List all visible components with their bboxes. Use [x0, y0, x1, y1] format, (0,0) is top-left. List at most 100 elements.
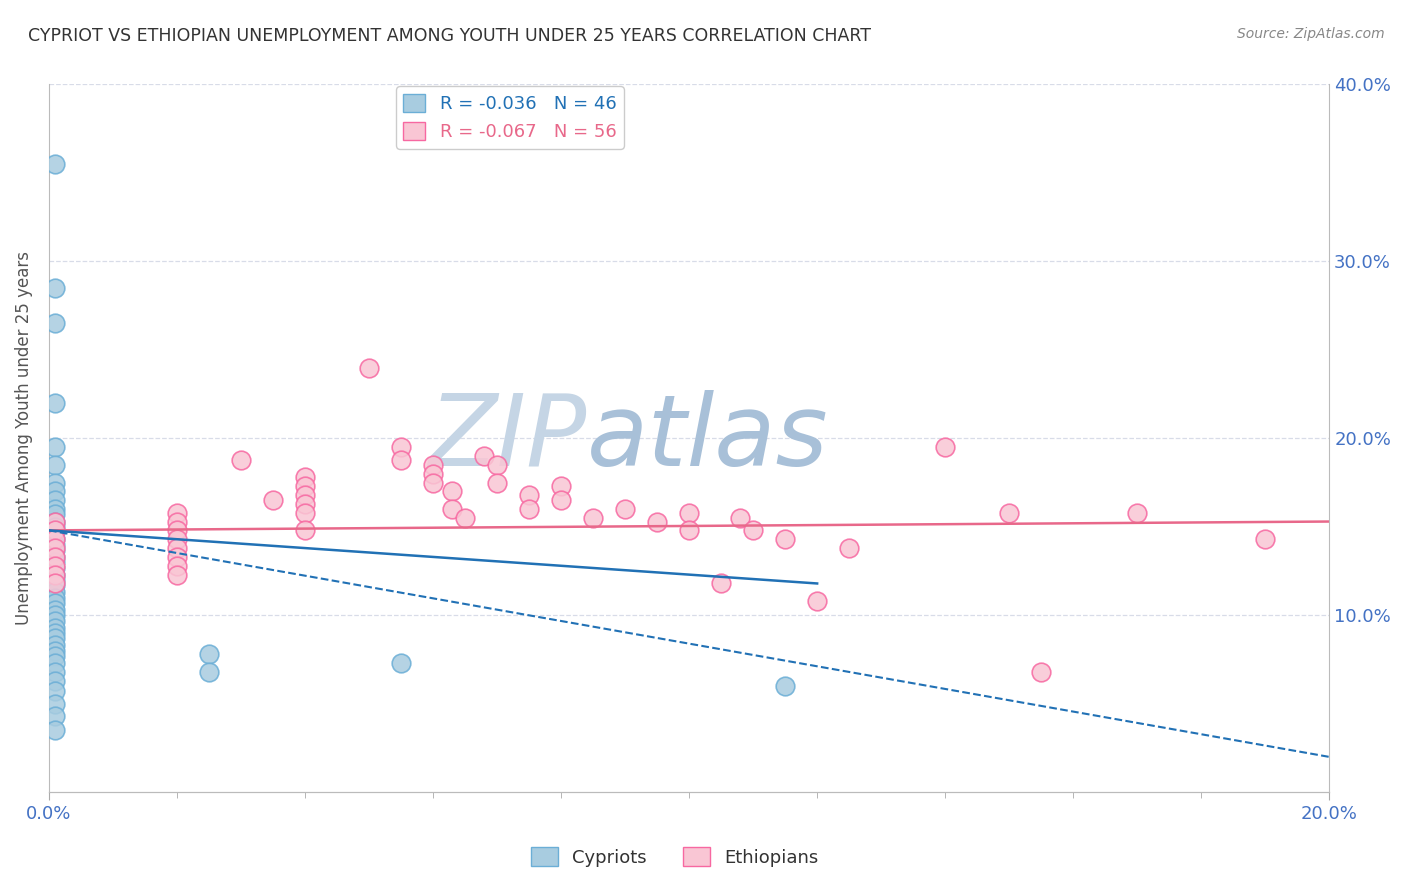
- Point: [44, 515, 66, 529]
- Point: [357, 360, 380, 375]
- Point: [294, 506, 316, 520]
- Point: [441, 502, 464, 516]
- Point: [730, 511, 752, 525]
- Point: [166, 533, 188, 547]
- Point: [550, 493, 572, 508]
- Point: [166, 515, 188, 529]
- Point: [198, 665, 221, 679]
- Point: [44, 576, 66, 591]
- Point: [44, 665, 66, 679]
- Point: [166, 541, 188, 555]
- Point: [742, 524, 765, 538]
- Point: [44, 281, 66, 295]
- Point: [550, 479, 572, 493]
- Point: [422, 458, 444, 472]
- Point: [294, 497, 316, 511]
- Point: [710, 576, 733, 591]
- Point: [44, 458, 66, 472]
- Point: [517, 488, 540, 502]
- Point: [517, 502, 540, 516]
- Point: [422, 475, 444, 490]
- Point: [44, 684, 66, 698]
- Point: [44, 475, 66, 490]
- Point: [44, 157, 66, 171]
- Point: [44, 723, 66, 738]
- Point: [44, 515, 66, 529]
- Point: [44, 591, 66, 605]
- Point: [582, 511, 605, 525]
- Point: [44, 508, 66, 522]
- Point: [44, 533, 66, 547]
- Point: [678, 524, 700, 538]
- Point: [44, 558, 66, 573]
- Point: [44, 537, 66, 551]
- Text: CYPRIOT VS ETHIOPIAN UNEMPLOYMENT AMONG YOUTH UNDER 25 YEARS CORRELATION CHART: CYPRIOT VS ETHIOPIAN UNEMPLOYMENT AMONG …: [28, 27, 872, 45]
- Point: [44, 533, 66, 547]
- Point: [44, 440, 66, 454]
- Point: [44, 560, 66, 574]
- Point: [44, 614, 66, 628]
- Point: [44, 525, 66, 540]
- Point: [44, 567, 66, 582]
- Point: [44, 396, 66, 410]
- Point: [198, 647, 221, 661]
- Point: [389, 452, 412, 467]
- Point: [229, 452, 252, 467]
- Point: [1126, 506, 1149, 520]
- Point: [44, 626, 66, 640]
- Point: [166, 558, 188, 573]
- Point: [44, 608, 66, 623]
- Point: [614, 502, 637, 516]
- Point: [389, 440, 412, 454]
- Point: [838, 541, 860, 555]
- Point: [472, 449, 495, 463]
- Point: [454, 511, 477, 525]
- Point: [44, 709, 66, 723]
- Point: [773, 679, 796, 693]
- Point: [44, 621, 66, 635]
- Y-axis label: Unemployment Among Youth under 25 years: Unemployment Among Youth under 25 years: [15, 252, 32, 625]
- Point: [44, 493, 66, 508]
- Point: [44, 632, 66, 646]
- Text: ZIP: ZIP: [429, 390, 586, 487]
- Point: [294, 479, 316, 493]
- Point: [294, 524, 316, 538]
- Point: [486, 475, 509, 490]
- Point: [44, 697, 66, 711]
- Point: [44, 644, 66, 658]
- Point: [806, 594, 828, 608]
- Point: [44, 648, 66, 663]
- Point: [486, 458, 509, 472]
- Point: [44, 585, 66, 599]
- Point: [44, 555, 66, 569]
- Point: [44, 549, 66, 564]
- Point: [44, 542, 66, 557]
- Point: [166, 549, 188, 564]
- Point: [166, 524, 188, 538]
- Legend: R = -0.036   N = 46, R = -0.067   N = 56: R = -0.036 N = 46, R = -0.067 N = 56: [396, 87, 623, 149]
- Text: Source: ZipAtlas.com: Source: ZipAtlas.com: [1237, 27, 1385, 41]
- Text: atlas: atlas: [586, 390, 828, 487]
- Point: [44, 639, 66, 653]
- Point: [645, 515, 668, 529]
- Point: [44, 541, 66, 555]
- Point: [1031, 665, 1053, 679]
- Point: [678, 506, 700, 520]
- Point: [44, 549, 66, 564]
- Point: [166, 567, 188, 582]
- Point: [1254, 533, 1277, 547]
- Point: [44, 603, 66, 617]
- Point: [389, 656, 412, 670]
- Point: [44, 316, 66, 330]
- Point: [44, 656, 66, 670]
- Point: [44, 573, 66, 587]
- Point: [44, 596, 66, 610]
- Point: [44, 673, 66, 688]
- Point: [44, 578, 66, 592]
- Point: [262, 493, 284, 508]
- Point: [44, 484, 66, 499]
- Point: [441, 484, 464, 499]
- Point: [294, 488, 316, 502]
- Point: [44, 520, 66, 534]
- Point: [44, 567, 66, 582]
